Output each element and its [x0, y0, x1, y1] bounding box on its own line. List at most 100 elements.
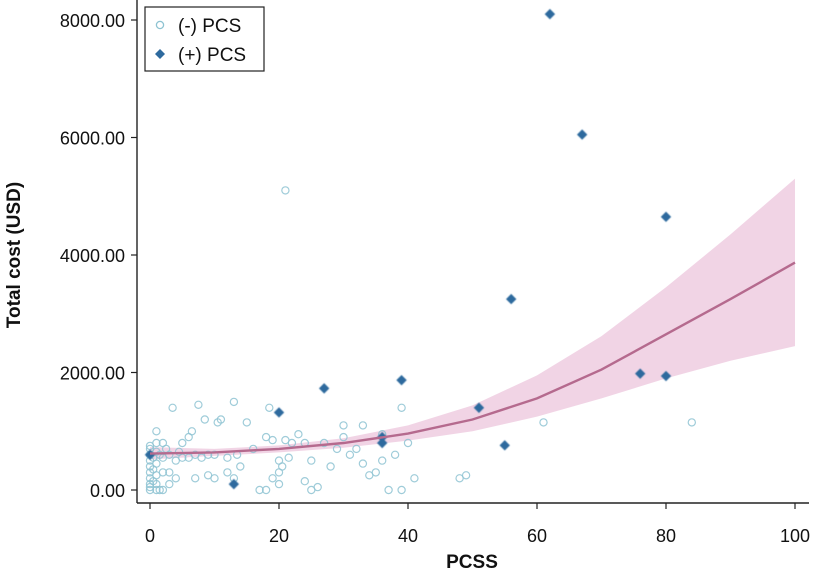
- x-tick-label: 0: [145, 526, 155, 546]
- point-pos-pcs: [473, 402, 485, 413]
- point-neg-pcs: [345, 450, 355, 459]
- legend: (-) PCS (+) PCS: [144, 6, 265, 72]
- point-neg-pcs: [265, 403, 274, 412]
- point-neg-pcs: [242, 418, 251, 427]
- point-neg-pcs: [223, 453, 232, 462]
- fit-line: [149, 261, 796, 455]
- point-neg-pcs: [326, 462, 335, 471]
- confidence-band: [150, 178, 795, 460]
- y-tick-label: 8000.00: [60, 11, 125, 31]
- point-neg-pcs: [313, 482, 322, 492]
- point-neg-pcs: [216, 415, 226, 424]
- y-tick-label: 6000.00: [60, 129, 125, 149]
- point-neg-pcs: [168, 403, 177, 412]
- point-neg-pcs: [358, 459, 368, 468]
- axes: [136, 0, 809, 504]
- point-neg-pcs: [152, 459, 161, 468]
- point-neg-pcs: [152, 438, 161, 448]
- legend-box: [144, 6, 265, 72]
- y-tick-label: 0.00: [90, 481, 125, 501]
- legend-marker-pos-pcs: [155, 49, 165, 59]
- point-neg-pcs: [358, 421, 368, 430]
- legend-label-pos-pcs: (+) PCS: [178, 45, 246, 66]
- point-neg-pcs: [278, 462, 287, 471]
- point-pos-pcs: [660, 370, 672, 382]
- x-tick-label: 60: [527, 526, 547, 546]
- point-neg-pcs: [190, 474, 200, 483]
- y-axis-title: Total cost (USD): [4, 182, 25, 328]
- data-points-layer: [144, 8, 697, 495]
- point-neg-pcs: [152, 427, 161, 436]
- point-neg-pcs: [352, 444, 361, 454]
- point-pos-pcs: [576, 129, 588, 140]
- x-tick-label: 20: [269, 526, 289, 546]
- x-tick-label: 80: [656, 526, 676, 546]
- point-pos-pcs: [377, 437, 388, 449]
- point-neg-pcs: [539, 418, 548, 427]
- point-neg-pcs: [165, 468, 174, 477]
- point-pos-pcs: [396, 374, 407, 386]
- point-neg-pcs: [203, 450, 213, 459]
- point-neg-pcs: [145, 485, 155, 495]
- point-neg-pcs: [261, 485, 271, 495]
- point-neg-pcs: [397, 485, 406, 495]
- point-neg-pcs: [397, 403, 406, 412]
- point-pos-pcs: [660, 211, 672, 223]
- point-neg-pcs: [178, 438, 187, 448]
- point-pos-pcs: [499, 440, 510, 451]
- fit-line-layer: [149, 261, 796, 455]
- confidence-band-layer: [150, 178, 795, 460]
- point-pos-pcs: [544, 8, 556, 20]
- point-neg-pcs: [687, 418, 697, 427]
- point-neg-pcs: [403, 438, 413, 448]
- point-neg-pcs: [410, 474, 419, 483]
- point-neg-pcs: [268, 474, 277, 483]
- point-neg-pcs: [165, 450, 174, 459]
- point-pos-pcs: [228, 478, 240, 490]
- point-pos-pcs: [273, 407, 285, 418]
- point-pos-pcs: [506, 293, 517, 305]
- point-neg-pcs: [155, 485, 164, 495]
- point-neg-pcs: [307, 456, 316, 465]
- point-neg-pcs: [236, 462, 245, 471]
- point-neg-pcs: [319, 438, 329, 448]
- point-neg-pcs: [194, 400, 203, 409]
- point-neg-pcs: [461, 471, 471, 480]
- point-neg-pcs: [284, 453, 293, 462]
- point-pos-pcs: [635, 368, 646, 379]
- point-pos-pcs: [144, 449, 156, 460]
- point-neg-pcs: [378, 456, 387, 465]
- y-tick-label: 4000.00: [60, 246, 125, 266]
- point-neg-pcs: [223, 468, 232, 477]
- point-neg-pcs: [300, 477, 309, 486]
- point-neg-pcs: [171, 474, 180, 483]
- x-axis-title: PCSS: [446, 552, 498, 573]
- legend-marker-neg-pcs: [155, 20, 165, 30]
- y-tick-label: 2000.00: [60, 364, 125, 384]
- point-neg-pcs: [152, 485, 161, 495]
- point-neg-pcs: [371, 468, 380, 477]
- x-tick-label: 40: [398, 526, 418, 546]
- point-neg-pcs: [248, 444, 258, 454]
- point-neg-pcs: [268, 435, 277, 445]
- point-neg-pcs: [165, 479, 174, 489]
- point-neg-pcs: [390, 450, 400, 459]
- legend-label-neg-pcs: (-) PCS: [178, 16, 241, 37]
- tick-labels: 0 20 40 60 80 100 0.00 2000.00 4000.00 6000.00 800…: [60, 11, 810, 546]
- point-neg-pcs: [294, 430, 303, 439]
- point-neg-pcs: [229, 397, 239, 407]
- point-neg-pcs: [274, 479, 284, 489]
- point-neg-pcs: [158, 485, 168, 495]
- point-pos-pcs: [318, 383, 330, 394]
- point-neg-pcs: [187, 427, 197, 436]
- point-neg-pcs: [339, 432, 348, 442]
- x-tick-label: 100: [780, 526, 810, 546]
- point-neg-pcs: [332, 444, 342, 454]
- point-neg-pcs: [339, 421, 348, 430]
- point-neg-pcs: [158, 468, 168, 477]
- point-neg-pcs: [281, 186, 290, 195]
- point-neg-pcs: [384, 485, 393, 495]
- point-neg-pcs: [255, 485, 264, 495]
- point-neg-pcs: [210, 474, 219, 483]
